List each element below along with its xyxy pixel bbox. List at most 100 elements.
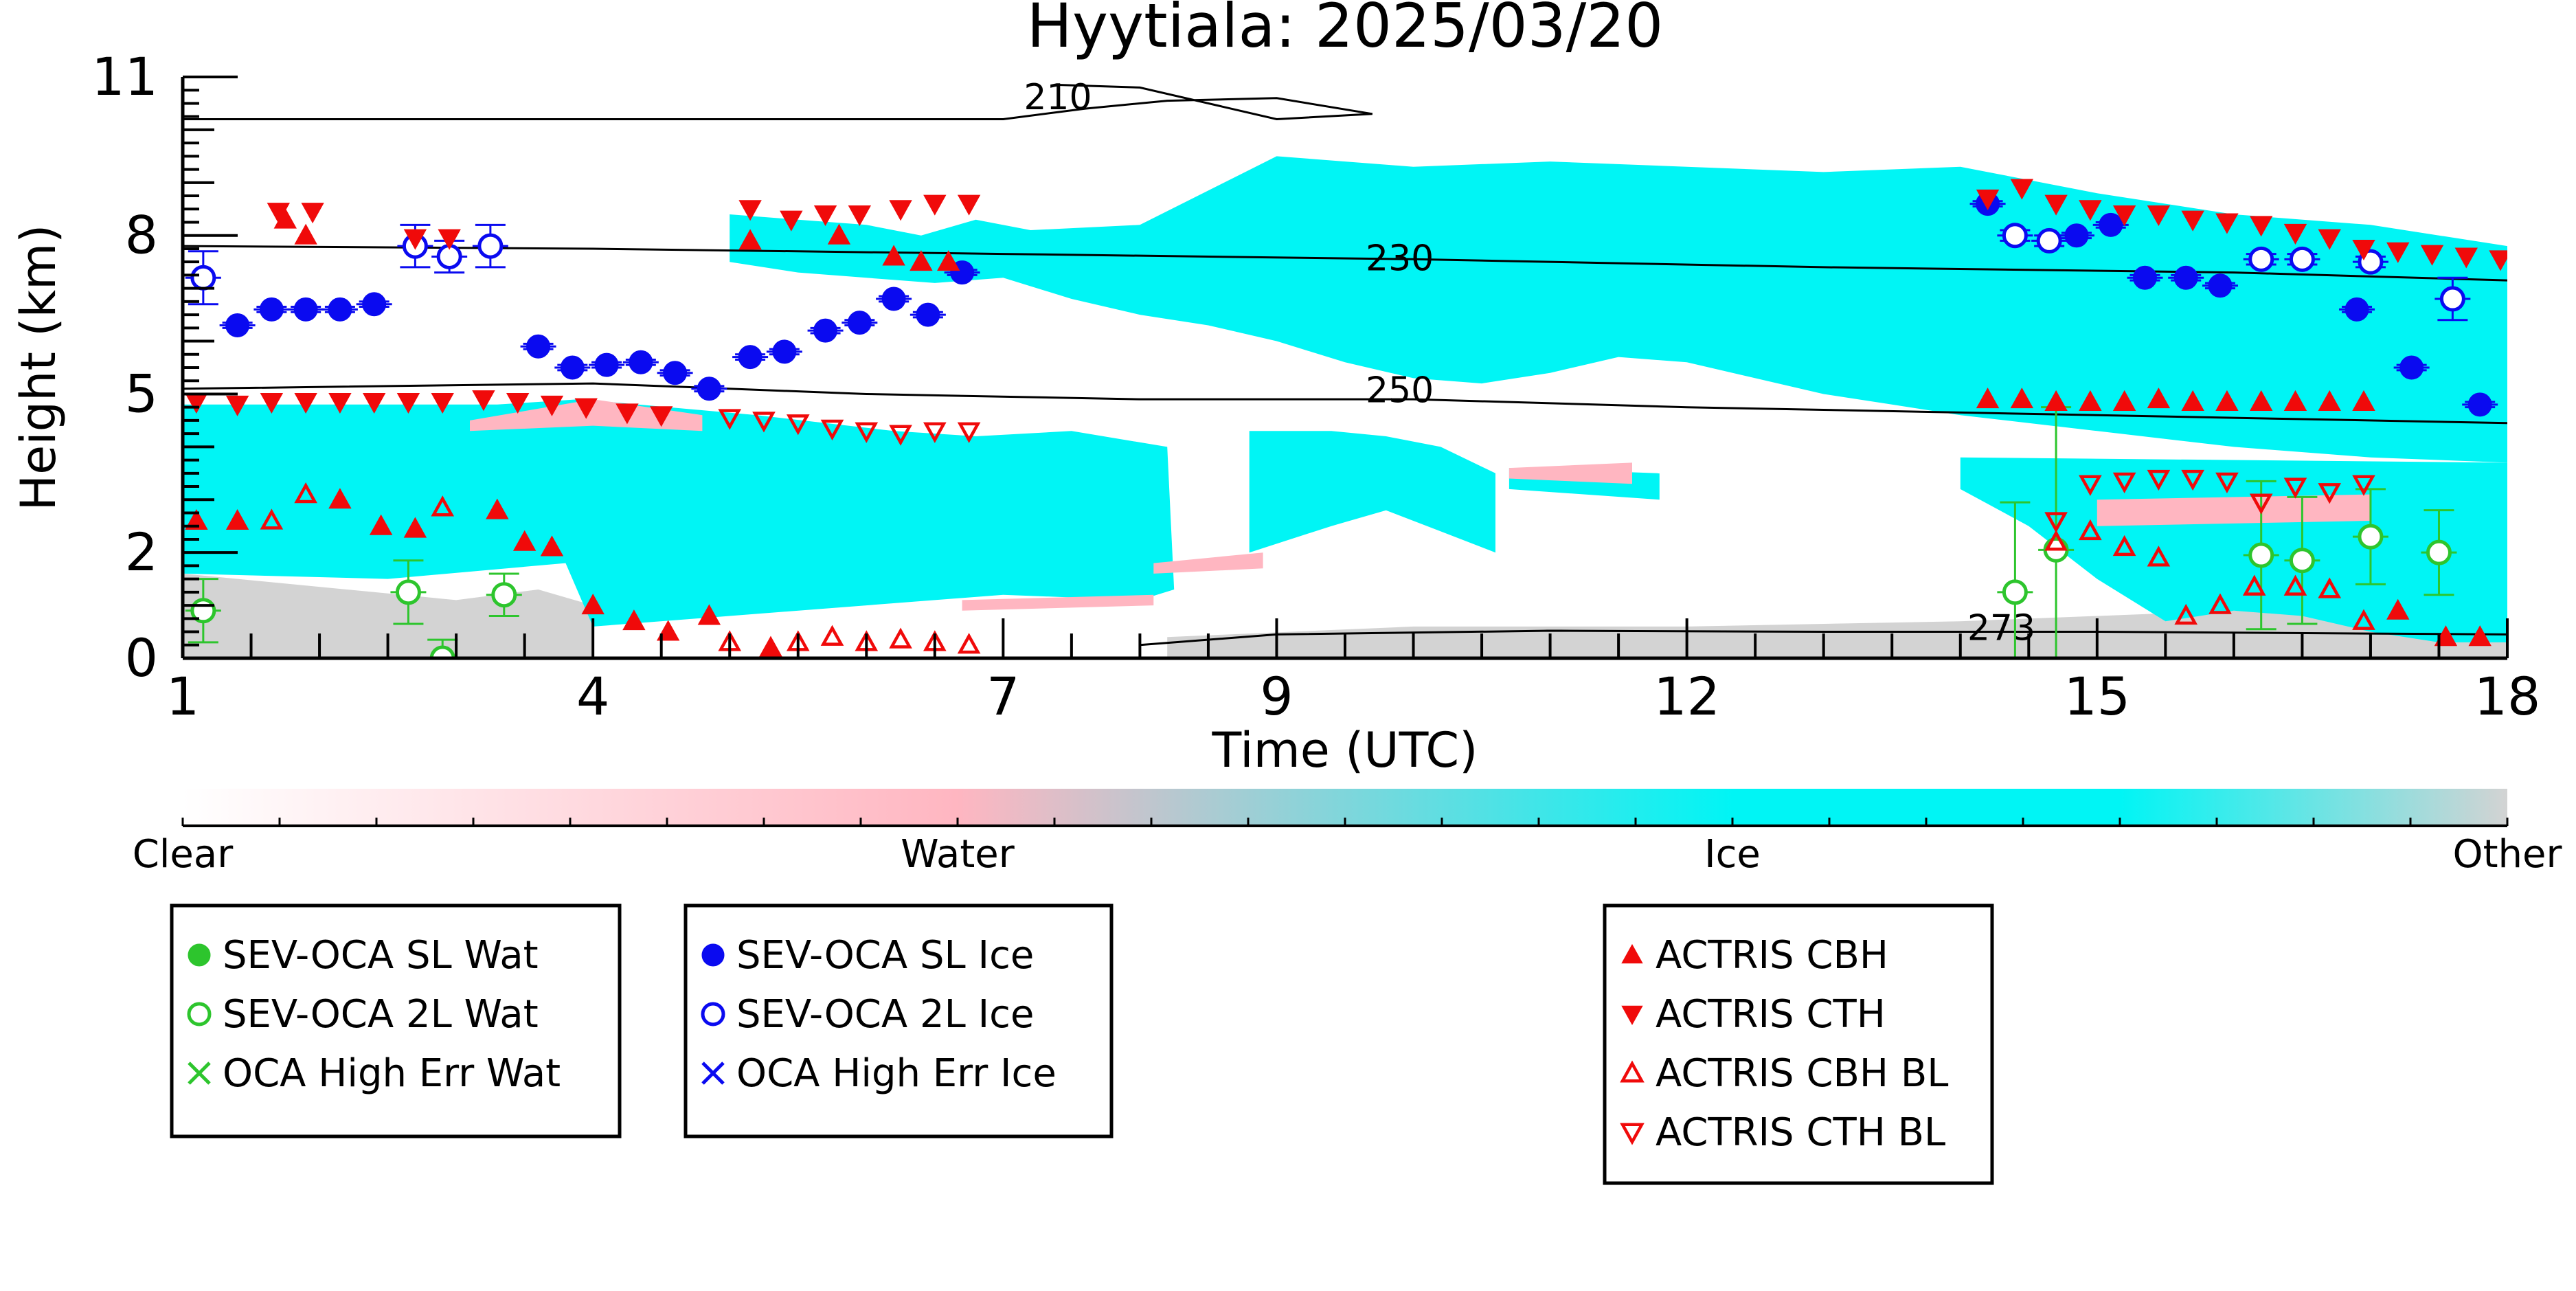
marker-actris-cth <box>738 200 762 221</box>
y-tick-label: 0 <box>125 627 158 688</box>
colorbar-label-ice: Ice <box>1704 832 1761 877</box>
marker-actris-cth <box>848 205 872 227</box>
isotherm-line-273 <box>1140 629 2507 647</box>
marker-actris-cth <box>2181 210 2204 232</box>
marker-actris-cbh <box>403 517 427 538</box>
water-region <box>1509 462 1632 484</box>
marker-actris-cbh-bl <box>2318 577 2342 598</box>
marker-actris-cth <box>301 203 324 224</box>
marker-actris-cbh-bl <box>2044 530 2068 551</box>
legend-marker-sev-oca-2l-ice <box>701 1002 725 1026</box>
marker-actris-cbh <box>2010 388 2034 409</box>
marker-actris-cth <box>2489 250 2507 271</box>
legend-label-oca-high-err-wat: OCA High Err Wat <box>223 1051 561 1096</box>
marker-actris-cbh-bl <box>431 495 455 517</box>
legend-marker-actris-cbh-bl <box>1620 1060 1645 1083</box>
x-tick-label: 9 <box>1260 666 1293 727</box>
marker-actris-cbh <box>2112 390 2136 411</box>
ice-region <box>183 399 1175 627</box>
legend-marker-actris-cbh <box>1621 943 1643 964</box>
marker-sev-oca-sl-ice <box>2467 392 2492 417</box>
marker-actris-cth-bl <box>2147 469 2171 491</box>
marker-actris-cbh-bl <box>889 627 912 649</box>
x-axis-label: Time (UTC) <box>1212 722 1478 778</box>
marker-actris-cbh <box>2044 390 2068 411</box>
classification-colorbar: Clear Water Ice Other <box>133 789 2562 877</box>
marker-actris-cth-bl <box>2079 475 2102 496</box>
marker-actris-cth <box>540 395 564 416</box>
x-tick-label: 1 <box>166 666 199 727</box>
marker-actris-cth <box>780 210 803 232</box>
marker-actris-cbh-bl <box>2079 519 2102 541</box>
legend-marker-sev-oca-sl-wat <box>188 943 211 967</box>
marker-actris-cth <box>650 406 673 427</box>
marker-actris-cbh <box>328 488 352 509</box>
x-tick-label: 4 <box>576 666 609 727</box>
marker-sev-oca-sl-ice <box>225 313 250 337</box>
marker-actris-cth <box>2386 242 2410 263</box>
marker-actris-cth-bl <box>957 422 981 443</box>
marker-actris-cth <box>328 392 352 414</box>
isotherm-label-210: 210 <box>1024 77 1092 118</box>
marker-sev-oca-sl-ice <box>328 297 352 322</box>
isotherm-line-210 <box>183 84 1373 121</box>
marker-actris-cth <box>2283 223 2307 245</box>
marker-sev-oca-sl-ice <box>2345 297 2369 322</box>
marker-actris-cbh-bl <box>2112 535 2136 557</box>
marker-actris-cbh <box>2468 625 2492 647</box>
marker-actris-cth <box>431 392 454 414</box>
isotherm-line-230 <box>183 245 2507 282</box>
marker-actris-cth <box>2352 239 2375 261</box>
legend-label-oca-high-err-ice: OCA High Err Ice <box>736 1051 1057 1096</box>
marker-sev-oca-sl-ice <box>594 352 619 377</box>
marker-sev-oca-2l-ice <box>2289 246 2315 272</box>
marker-sev-oca-2l-wat <box>2358 524 2384 550</box>
legend-label-sev-oca-2l-ice: SEV-OCA 2L Ice <box>736 992 1034 1037</box>
colorbar-label-clear: Clear <box>133 832 234 877</box>
marker-actris-cth <box>403 229 427 250</box>
x-tick-label: 12 <box>1653 666 1720 727</box>
x-tick-label: 15 <box>2064 666 2130 727</box>
y-tick-label: 5 <box>125 363 158 424</box>
y-tick-label: 8 <box>125 205 158 266</box>
marker-actris-cbh-bl <box>294 482 317 504</box>
x-tick-label: 18 <box>2474 666 2541 727</box>
marker-actris-cbh <box>512 530 536 551</box>
marker-sev-oca-sl-ice <box>259 297 284 322</box>
legend-label-sev-oca-sl-ice: SEV-OCA SL Ice <box>736 933 1034 978</box>
marker-sev-oca-sl-ice <box>697 377 721 401</box>
marker-actris-cth <box>2044 194 2068 216</box>
marker-sev-oca-2l-wat <box>2002 579 2028 605</box>
marker-sev-oca-sl-ice <box>2064 223 2089 248</box>
marker-actris-cth-bl <box>855 422 879 443</box>
marker-actris-cbh <box>656 620 680 641</box>
marker-sev-oca-2l-wat <box>2289 548 2315 574</box>
marker-actris-cbh <box>2249 390 2273 411</box>
marker-sev-oca-sl-ice <box>526 334 551 359</box>
marker-actris-cbh <box>540 535 564 557</box>
marker-actris-cth <box>889 200 912 221</box>
marker-actris-cbh <box>225 508 249 530</box>
marker-actris-cbh-bl <box>2208 593 2232 614</box>
marker-actris-cbh <box>2386 598 2410 620</box>
legend-label-actris-cth-bl: ACTRIS CTH BL <box>1656 1110 1945 1155</box>
marker-sev-oca-sl-ice <box>916 302 940 327</box>
marker-actris-cth <box>574 398 598 419</box>
marker-actris-cbh <box>738 229 762 250</box>
ice-region <box>730 156 2507 463</box>
isotherm-label-230: 230 <box>1366 238 1434 279</box>
marker-sev-oca-2l-wat <box>2248 542 2274 568</box>
marker-sev-oca-2l-ice <box>477 233 504 259</box>
marker-sev-oca-sl-ice <box>2208 273 2233 298</box>
marker-actris-cbh-bl <box>2174 603 2198 625</box>
marker-actris-cth-bl <box>2044 512 2068 533</box>
legend-marker-oca-high-err-ice <box>701 1062 725 1085</box>
y-axis-label: Height (km) <box>10 225 67 511</box>
marker-actris-cth <box>957 194 981 216</box>
marker-actris-cbh <box>369 514 393 535</box>
legend-marker-actris-cth <box>1621 1005 1643 1026</box>
marker-actris-cth-bl <box>2318 483 2342 504</box>
marker-actris-cbh <box>581 594 605 615</box>
